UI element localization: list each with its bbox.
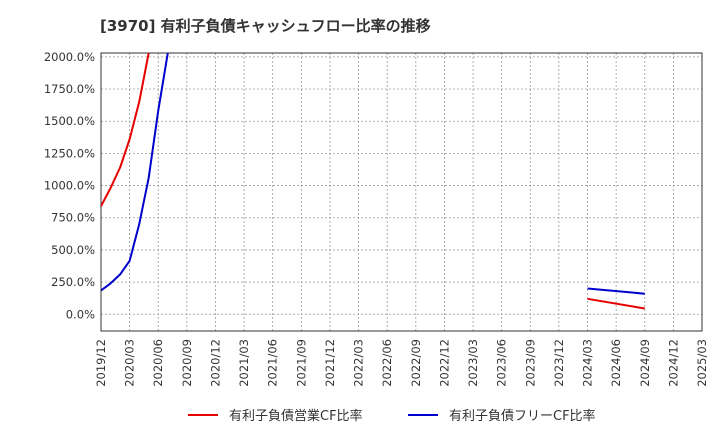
x-tick-label: 2023/12 — [552, 339, 566, 387]
y-tick-label: 250.0% — [51, 275, 95, 289]
x-tick-label: 2022/09 — [409, 339, 423, 387]
chart-title: [3970] 有利子負債キャッシュフロー比率の推移 — [100, 17, 431, 35]
y-tick-label: 1250.0% — [44, 146, 95, 160]
x-tick-label: 2024/09 — [638, 339, 652, 387]
x-tick-label: 2024/06 — [609, 339, 623, 387]
y-tick-label: 1750.0% — [44, 82, 95, 96]
y-tick-label: 1000.0% — [44, 179, 95, 193]
legend-label: 有利子負債フリーCF比率 — [449, 408, 596, 424]
x-tick-label: 2021/09 — [294, 339, 308, 387]
x-tick-label: 2020/09 — [180, 339, 194, 387]
x-tick-label: 2023/03 — [466, 339, 480, 387]
x-tick-label: 2022/03 — [352, 339, 366, 387]
x-tick-label: 2022/06 — [380, 339, 394, 387]
series-group — [101, 53, 645, 310]
y-tick-label: 0.0% — [66, 307, 95, 321]
series-line — [101, 53, 169, 292]
x-tick-label: 2019/12 — [94, 339, 108, 387]
x-tick-label: 2020/06 — [151, 339, 165, 387]
x-tick-label: 2024/12 — [666, 339, 680, 387]
x-tick-label: 2023/06 — [495, 339, 509, 387]
x-tick-label: 2022/12 — [437, 339, 451, 387]
x-tick-label: 2020/12 — [208, 339, 222, 387]
y-tick-label: 2000.0% — [44, 50, 95, 64]
x-tick-label: 2025/03 — [695, 339, 709, 387]
x-tick-label: 2024/03 — [581, 339, 595, 387]
series-line — [101, 53, 150, 207]
legend: 有利子負債営業CF比率 有利子負債フリーCF比率 — [188, 408, 596, 424]
x-tick-label: 2020/03 — [123, 339, 137, 387]
plot-area: 0.0% 250.0% 500.0% 750.0% 1000.0% 1250.0% 1500… — [44, 50, 709, 387]
y-tick-label: 500.0% — [51, 243, 95, 257]
x-tick-label: 2021/03 — [237, 339, 251, 387]
series-line — [587, 297, 645, 310]
y-tick-label: 1500.0% — [44, 114, 95, 128]
series-line — [587, 287, 645, 295]
y-tick-label: 750.0% — [51, 211, 95, 225]
x-tick-label: 2023/09 — [523, 339, 537, 387]
legend-label: 有利子負債営業CF比率 — [229, 408, 363, 424]
x-tick-label: 2021/12 — [323, 339, 337, 387]
x-tick-label: 2021/06 — [266, 339, 280, 387]
plot-frame — [100, 52, 703, 332]
